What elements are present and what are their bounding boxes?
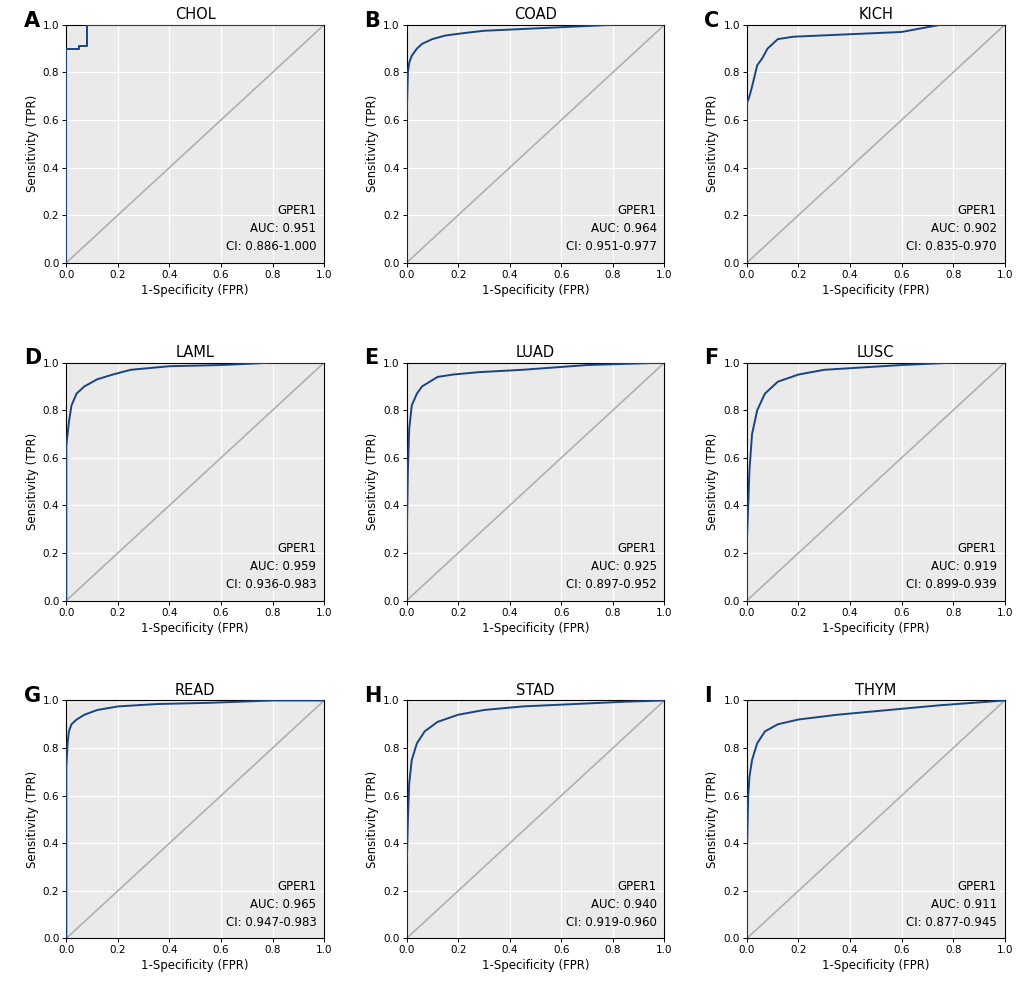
Y-axis label: Sensitivity (TPR): Sensitivity (TPR) xyxy=(25,771,39,868)
Text: GPER1
AUC: 0.959
CI: 0.936-0.983: GPER1 AUC: 0.959 CI: 0.936-0.983 xyxy=(225,542,316,591)
Text: GPER1
AUC: 0.919
CI: 0.899-0.939: GPER1 AUC: 0.919 CI: 0.899-0.939 xyxy=(905,542,996,591)
Title: READ: READ xyxy=(175,683,215,698)
X-axis label: 1-Specificity (FPR): 1-Specificity (FPR) xyxy=(142,284,249,297)
X-axis label: 1-Specificity (FPR): 1-Specificity (FPR) xyxy=(142,959,249,972)
Y-axis label: Sensitivity (TPR): Sensitivity (TPR) xyxy=(705,95,718,193)
Text: I: I xyxy=(704,686,711,706)
Y-axis label: Sensitivity (TPR): Sensitivity (TPR) xyxy=(366,771,379,868)
Text: GPER1
AUC: 0.940
CI: 0.919-0.960: GPER1 AUC: 0.940 CI: 0.919-0.960 xyxy=(566,880,656,928)
Y-axis label: Sensitivity (TPR): Sensitivity (TPR) xyxy=(366,95,379,193)
X-axis label: 1-Specificity (FPR): 1-Specificity (FPR) xyxy=(821,959,928,972)
Y-axis label: Sensitivity (TPR): Sensitivity (TPR) xyxy=(366,433,379,530)
Title: LAML: LAML xyxy=(175,346,214,360)
Text: E: E xyxy=(364,349,378,368)
Title: COAD: COAD xyxy=(514,7,556,22)
Title: KICH: KICH xyxy=(858,7,893,22)
Text: GPER1
AUC: 0.951
CI: 0.886-1.000: GPER1 AUC: 0.951 CI: 0.886-1.000 xyxy=(225,205,316,253)
Text: B: B xyxy=(364,11,379,31)
X-axis label: 1-Specificity (FPR): 1-Specificity (FPR) xyxy=(821,622,928,635)
Text: GPER1
AUC: 0.911
CI: 0.877-0.945: GPER1 AUC: 0.911 CI: 0.877-0.945 xyxy=(905,880,996,928)
Title: LUSC: LUSC xyxy=(856,346,894,360)
Title: THYM: THYM xyxy=(854,683,896,698)
X-axis label: 1-Specificity (FPR): 1-Specificity (FPR) xyxy=(142,622,249,635)
Text: GPER1
AUC: 0.964
CI: 0.951-0.977: GPER1 AUC: 0.964 CI: 0.951-0.977 xyxy=(566,205,656,253)
Title: CHOL: CHOL xyxy=(174,7,215,22)
Text: GPER1
AUC: 0.965
CI: 0.947-0.983: GPER1 AUC: 0.965 CI: 0.947-0.983 xyxy=(225,880,316,928)
Text: A: A xyxy=(23,11,40,31)
Text: H: H xyxy=(364,686,381,706)
X-axis label: 1-Specificity (FPR): 1-Specificity (FPR) xyxy=(821,284,928,297)
Y-axis label: Sensitivity (TPR): Sensitivity (TPR) xyxy=(705,433,718,530)
Text: GPER1
AUC: 0.925
CI: 0.897-0.952: GPER1 AUC: 0.925 CI: 0.897-0.952 xyxy=(566,542,656,591)
Text: F: F xyxy=(704,349,718,368)
Text: D: D xyxy=(23,349,41,368)
Y-axis label: Sensitivity (TPR): Sensitivity (TPR) xyxy=(25,95,39,193)
Text: GPER1
AUC: 0.902
CI: 0.835-0.970: GPER1 AUC: 0.902 CI: 0.835-0.970 xyxy=(906,205,996,253)
Text: C: C xyxy=(704,11,719,31)
Y-axis label: Sensitivity (TPR): Sensitivity (TPR) xyxy=(25,433,39,530)
X-axis label: 1-Specificity (FPR): 1-Specificity (FPR) xyxy=(481,959,589,972)
Title: STAD: STAD xyxy=(516,683,554,698)
X-axis label: 1-Specificity (FPR): 1-Specificity (FPR) xyxy=(481,622,589,635)
Title: LUAD: LUAD xyxy=(516,346,554,360)
Text: G: G xyxy=(23,686,41,706)
Y-axis label: Sensitivity (TPR): Sensitivity (TPR) xyxy=(705,771,718,868)
X-axis label: 1-Specificity (FPR): 1-Specificity (FPR) xyxy=(481,284,589,297)
